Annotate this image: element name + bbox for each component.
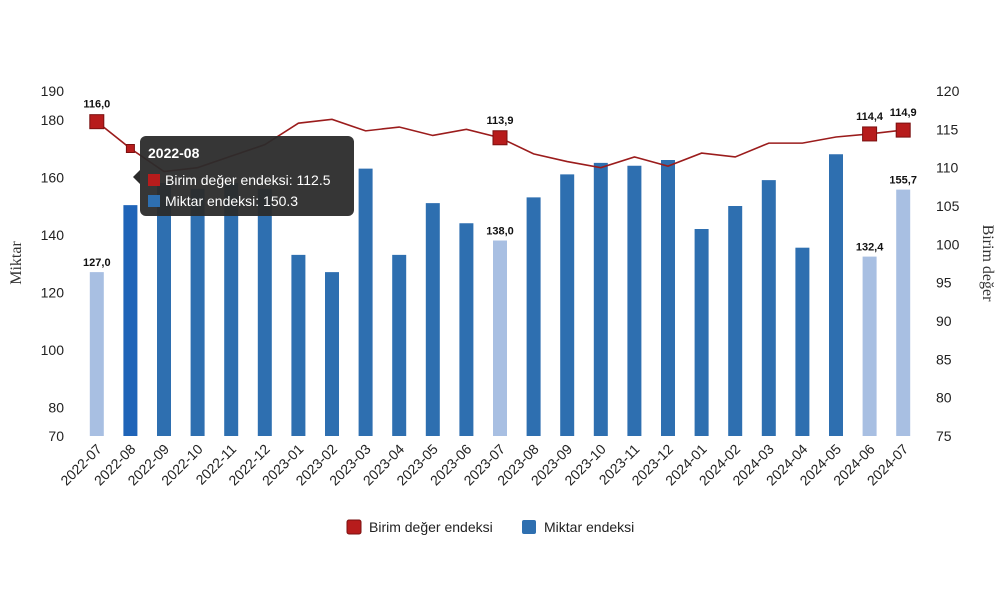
- right-tick-80: 80: [936, 390, 952, 406]
- bar-label-2023-07: 138,0: [486, 226, 514, 238]
- bar-2022-10[interactable]: [190, 188, 205, 436]
- line-label-2022-07: 116,0: [83, 99, 110, 111]
- right-tick-85: 85: [936, 351, 952, 367]
- bar-2023-02[interactable]: [325, 272, 339, 436]
- right-tick-100: 100: [936, 236, 960, 252]
- bars-layer: [89, 154, 911, 437]
- bar-2024-04[interactable]: [795, 247, 810, 436]
- bar-2024-07[interactable]: [896, 189, 911, 436]
- tooltip-title: 2022-08: [148, 145, 200, 161]
- bar-2022-08[interactable]: [123, 205, 138, 436]
- legend-item-birim-deger[interactable]: Birim değer endeksi: [346, 519, 493, 535]
- tooltip-line-birim-deger: Birim değer endeksi: 112.5: [165, 172, 331, 188]
- tooltip-swatch-birim-deger: [148, 174, 160, 186]
- right-tick-90: 90: [936, 313, 952, 329]
- left-axis-title: Miktar: [8, 241, 25, 285]
- legend-swatch-miktar: [522, 520, 536, 534]
- line-label-2024-06: 114,4: [856, 111, 884, 123]
- bar-2023-10[interactable]: [593, 162, 608, 436]
- line-label-2024-07: 114,9: [890, 107, 917, 119]
- legend-label-miktar: Miktar endeksi: [544, 519, 634, 535]
- bar-2022-12[interactable]: [257, 188, 272, 436]
- right-tick-120: 120: [936, 83, 960, 99]
- bar-2023-07[interactable]: [493, 240, 507, 437]
- line-point-2024-07[interactable]: [895, 122, 911, 138]
- left-tick-120: 120: [41, 284, 65, 300]
- chart-tooltip: 2022-08 Birim değer endeksi: 112.5 Mikta…: [133, 136, 354, 216]
- bar-2023-09[interactable]: [560, 174, 575, 436]
- line-label-2023-07: 113,9: [487, 115, 514, 127]
- right-axis: 75 80 85 90 95 100 105 110 115 120: [936, 83, 960, 444]
- data-labels-layer: 127,0 138,0 132,4 155,7 116,0 113,9 114,4 114,9: [83, 99, 917, 269]
- tooltip-pointer: [133, 170, 140, 184]
- x-axis: 2022-072022-082022-092022-102022-112022-…: [57, 441, 911, 489]
- right-tick-95: 95: [936, 275, 952, 291]
- line-point-active-2022-08: [125, 144, 135, 153]
- tooltip-background: [140, 136, 354, 216]
- line-point-2023-07[interactable]: [492, 130, 508, 146]
- bar-2022-07[interactable]: [89, 272, 104, 436]
- legend-swatch-birim-deger: [346, 519, 362, 535]
- bar-2023-08[interactable]: [526, 197, 541, 436]
- bar-2024-01[interactable]: [694, 229, 709, 436]
- bar-2024-06[interactable]: [862, 256, 877, 436]
- bar-2024-05[interactable]: [829, 154, 843, 436]
- bar-2023-06[interactable]: [459, 223, 474, 436]
- bar-label-2024-07: 155,7: [889, 175, 917, 187]
- bar-label-2022-07: 127,0: [83, 257, 111, 269]
- bar-2022-11[interactable]: [224, 183, 239, 436]
- bar-2023-01[interactable]: [291, 254, 306, 436]
- legend: Birim değer endeksi Miktar endeksi: [346, 519, 634, 535]
- left-tick-180: 180: [41, 112, 65, 128]
- left-tick-100: 100: [41, 342, 65, 358]
- legend-item-miktar[interactable]: Miktar endeksi: [522, 519, 634, 535]
- legend-label-birim-deger: Birim değer endeksi: [369, 519, 493, 535]
- right-tick-75: 75: [936, 428, 952, 444]
- left-tick-140: 140: [41, 227, 65, 243]
- bar-2022-09[interactable]: [157, 183, 171, 436]
- bar-2023-03[interactable]: [358, 168, 373, 436]
- bar-2023-05[interactable]: [425, 203, 440, 436]
- right-axis-title: Birim değer: [979, 225, 996, 303]
- left-tick-80: 80: [48, 399, 64, 415]
- bar-label-2024-06: 132,4: [856, 242, 884, 254]
- bar-2024-02[interactable]: [728, 206, 743, 436]
- line-point-2024-06[interactable]: [862, 126, 878, 142]
- tooltip-line-miktar: Miktar endeksi: 150.3: [165, 193, 298, 209]
- right-tick-105: 105: [936, 198, 960, 214]
- left-tick-160: 160: [41, 169, 65, 185]
- left-tick-190: 190: [41, 83, 65, 99]
- right-tick-110: 110: [936, 160, 959, 176]
- right-tick-115: 115: [936, 121, 959, 137]
- left-axis: 70 80 100 120 140 160 180 190: [41, 83, 65, 444]
- line-point-2022-07[interactable]: [89, 114, 105, 130]
- tooltip-swatch-miktar: [148, 195, 160, 207]
- bar-2023-04[interactable]: [392, 254, 407, 436]
- bar-2024-03[interactable]: [761, 180, 776, 436]
- bar-2023-12[interactable]: [661, 160, 675, 436]
- left-tick-70: 70: [48, 428, 64, 444]
- bar-2023-11[interactable]: [627, 165, 642, 436]
